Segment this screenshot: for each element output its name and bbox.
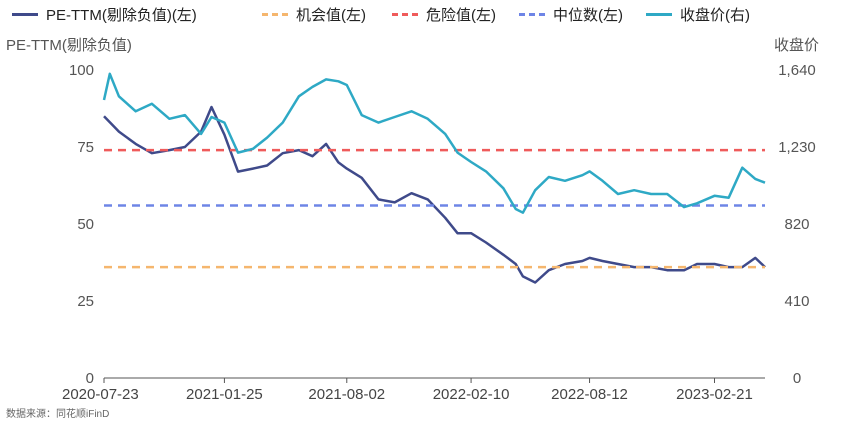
legend-swatch <box>12 13 38 16</box>
left-tick-label: 0 <box>86 370 94 387</box>
legend-item[interactable]: 中位数(左) <box>519 4 623 25</box>
right-tick-label: 820 <box>784 216 809 233</box>
left-tick-label: 100 <box>69 62 94 79</box>
legend-item[interactable]: PE-TTM(剔除负值)(左) <box>12 4 197 25</box>
close-price-line <box>102 72 766 214</box>
right-tick-label: 1,640 <box>778 62 816 79</box>
legend-label: 机会值(左) <box>296 7 366 24</box>
x-tick-label: 2022-02-10 <box>433 386 510 403</box>
chart-legend: PE-TTM(剔除负值)(左) 机会值(左) 危险值(左) 中位数(左) 收盘价(右) <box>0 4 865 28</box>
legend-swatch <box>519 13 545 16</box>
x-tick-label: 2020-07-23 <box>62 386 139 403</box>
legend-swatch <box>392 13 418 16</box>
left-tick-label: 25 <box>77 293 94 310</box>
x-tick-label: 2023-02-21 <box>676 386 753 403</box>
x-tick-label: 2021-01-25 <box>186 386 263 403</box>
legend-swatch <box>646 13 672 16</box>
legend-item[interactable]: 收盘价(右) <box>646 4 750 25</box>
legend-item[interactable]: 机会值(左) <box>262 4 366 25</box>
right-tick-label: 1,230 <box>778 139 816 156</box>
legend-label: 中位数(左) <box>553 7 623 24</box>
legend-item[interactable]: 危险值(左) <box>392 4 496 25</box>
left-axis-title: PE-TTM(剔除负值) <box>6 37 132 54</box>
data-source-note: 数据来源：同花顺iFinD <box>6 409 110 420</box>
left-tick-label: 50 <box>77 216 94 233</box>
legend-label: 收盘价(右) <box>680 7 750 24</box>
legend-label: PE-TTM(剔除负值)(左) <box>46 7 197 24</box>
right-axis-title: 收盘价 <box>773 37 819 54</box>
left-tick-label: 75 <box>77 139 94 156</box>
x-tick-label: 2021-08-02 <box>308 386 385 403</box>
x-tick-label: 2022-08-12 <box>551 386 628 403</box>
right-tick-label: 0 <box>793 370 801 387</box>
right-tick-label: 410 <box>784 293 809 310</box>
legend-swatch <box>262 13 288 16</box>
legend-label: 危险值(左) <box>426 7 496 24</box>
